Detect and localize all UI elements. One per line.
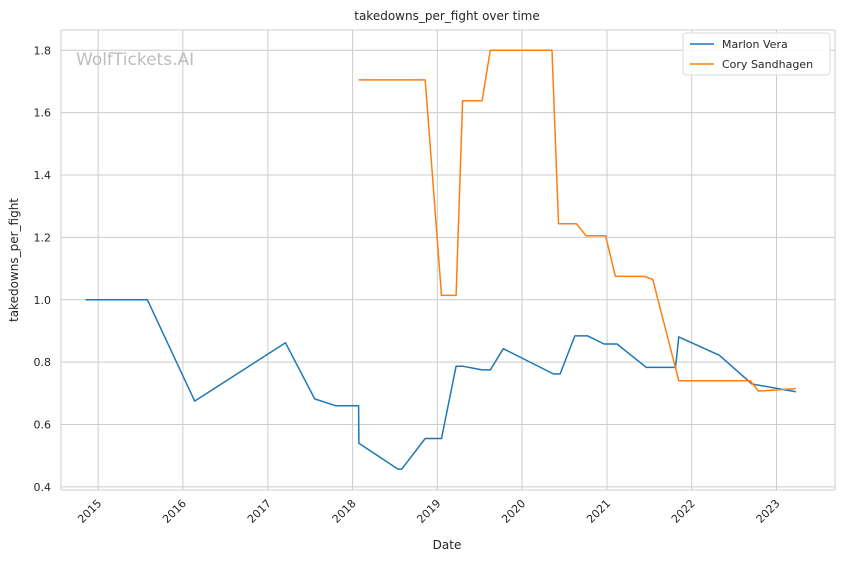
legend: Marlon Vera Cory Sandhagen bbox=[682, 32, 831, 76]
plot-area-frame bbox=[60, 29, 836, 491]
chart-title: takedowns_per_fight over time bbox=[354, 9, 540, 23]
series-line-marlon-vera bbox=[85, 299, 796, 470]
y-tick-label: 0.8 bbox=[34, 356, 52, 369]
series-line-cory-sandhagen bbox=[358, 49, 796, 392]
y-tick-label: 1.4 bbox=[34, 169, 52, 182]
y-tick-label: 0.4 bbox=[34, 481, 52, 494]
y-tick-label: 1.2 bbox=[34, 231, 52, 244]
series-layer bbox=[85, 49, 796, 470]
watermark-text: WolfTickets.AI bbox=[76, 50, 194, 70]
legend-label: Cory Sandhagen bbox=[722, 58, 813, 71]
grid bbox=[61, 30, 835, 490]
legend-label: Marlon Vera bbox=[722, 38, 788, 51]
y-tick-label: 0.6 bbox=[34, 419, 52, 432]
legend-box bbox=[682, 32, 831, 76]
y-axis-label: takedowns_per_fight bbox=[7, 198, 21, 322]
y-tick-label: 1.6 bbox=[34, 107, 52, 120]
x-axis-label: Date bbox=[433, 538, 462, 552]
y-tick-label: 1.8 bbox=[34, 44, 52, 57]
y-tick-label: 1.0 bbox=[34, 294, 52, 307]
